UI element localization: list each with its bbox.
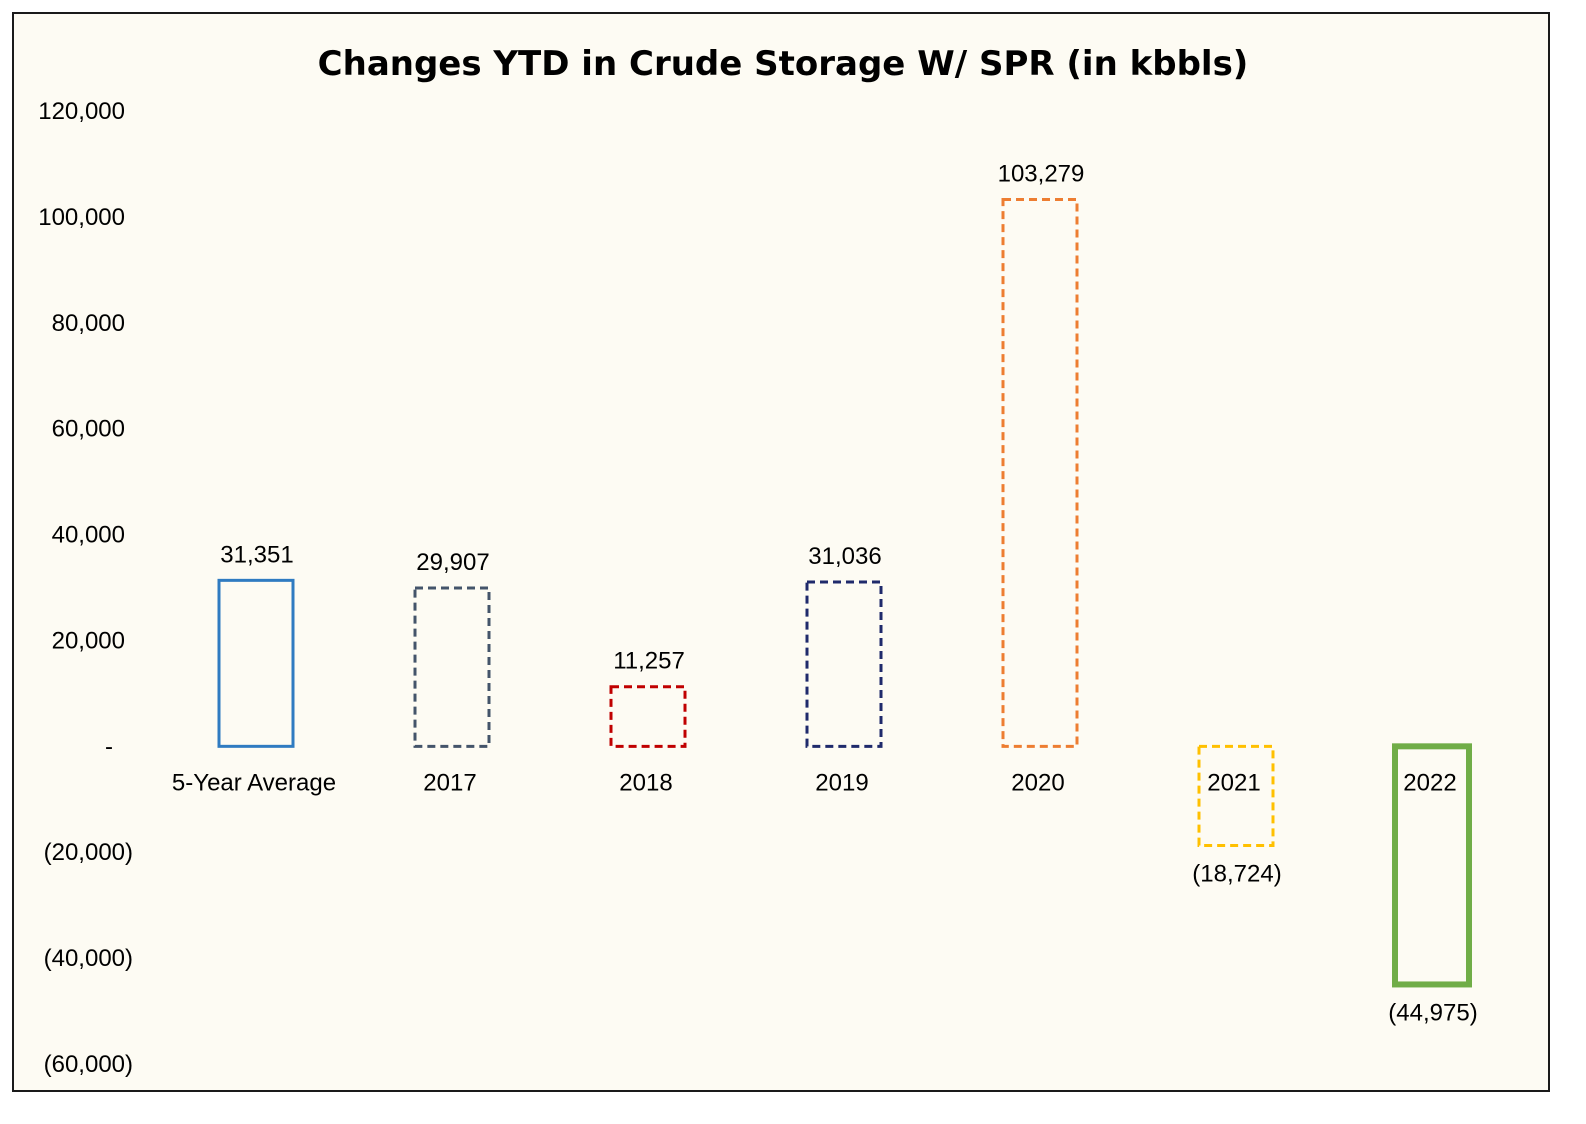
x-tick-label: 2022: [1403, 769, 1456, 796]
x-tick-label: 2017: [423, 769, 476, 796]
data-label: 11,257: [613, 648, 685, 675]
y-tick-label: 80,000: [52, 310, 125, 337]
y-tick-label: (40,000): [44, 945, 133, 972]
y-tick-label: 120,000: [38, 98, 125, 125]
chart-title: Changes YTD in Crude Storage W/ SPR (in …: [317, 44, 1249, 84]
x-tick-label: 2018: [619, 769, 672, 796]
chart-frame: Changes YTD in Crude Storage W/ SPR (in …: [12, 12, 1550, 1092]
x-tick-label: 2019: [815, 769, 868, 796]
bar-5-year-average: [217, 578, 295, 748]
data-label: 103,279: [998, 161, 1085, 188]
data-label: 29,907: [416, 549, 489, 576]
y-tick-label: (60,000): [44, 1051, 133, 1078]
data-label: 31,351: [220, 541, 293, 568]
y-tick-label: 100,000: [38, 204, 125, 231]
bar-2020: [1001, 198, 1079, 748]
bar-2018: [609, 685, 687, 748]
y-tick-label: 20,000: [52, 627, 125, 654]
y-tick-label: (20,000): [44, 839, 133, 866]
x-tick-label: 2021: [1207, 769, 1260, 796]
y-tick-label: 60,000: [52, 416, 125, 443]
y-tick-label: 40,000: [52, 522, 125, 549]
y-tick-label: -: [105, 733, 113, 760]
category-labels: 5-Year Average 2017 2018 2019 2020 2021 2022: [172, 769, 1457, 796]
data-label: 31,036: [808, 543, 881, 570]
bar-chart: 120,000 100,000 80,000 60,000 40,000 20,000 - (…: [38, 98, 1477, 1078]
data-label: (44,975): [1388, 999, 1477, 1026]
y-axis-ticks: 120,000 100,000 80,000 60,000 40,000 20,000 - (…: [38, 98, 133, 1078]
x-tick-label: 2020: [1011, 769, 1064, 796]
bars: [217, 198, 1472, 988]
value-labels: 31,351 29,907 11,257 31,036 103,279 (18,724) (…: [220, 161, 1477, 1027]
bar-2017: [413, 586, 491, 748]
bar-2019: [805, 580, 883, 748]
bar-2022: [1392, 743, 1472, 988]
bar-2021: [1197, 744, 1275, 847]
data-label: (18,724): [1192, 860, 1281, 887]
x-tick-label: 5-Year Average: [172, 769, 336, 796]
